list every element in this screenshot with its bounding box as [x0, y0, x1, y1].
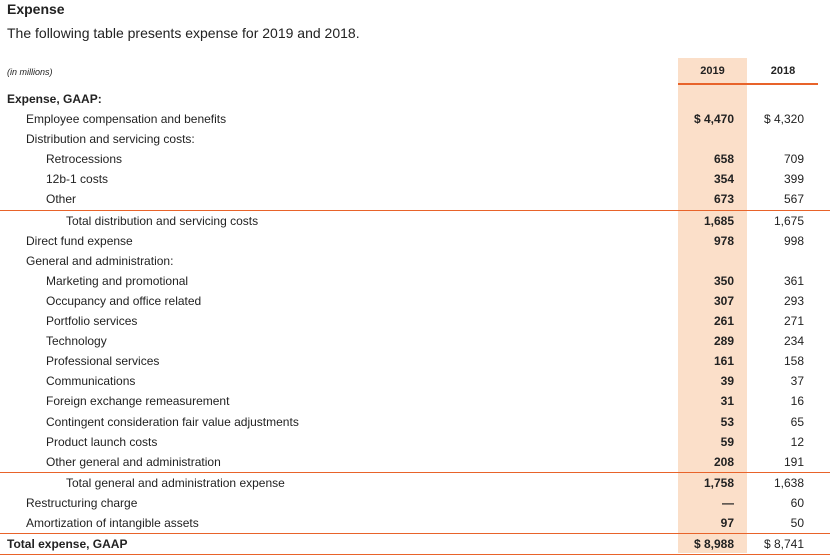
row-label: Occupancy and office related: [46, 293, 202, 308]
highlight-column-2019: [678, 58, 747, 553]
row-label: Total distribution and servicing costs: [66, 213, 259, 228]
row-label: Foreign exchange remeasurement: [46, 394, 230, 409]
row-label: Amortization of intangible assets: [26, 515, 199, 530]
row-label: Marketing and promotional: [46, 273, 189, 288]
table-row: Marketing and promotional 350 361: [0, 271, 830, 291]
row-label: Expense, GAAP:: [7, 92, 102, 106]
value-2019: 354: [713, 172, 734, 187]
value-2018: 191: [783, 454, 804, 469]
table-row: Direct fund expense 978 998: [0, 231, 830, 251]
table-row: 12b-1 costs 354 399: [0, 169, 830, 189]
table-row: General and administration:: [0, 251, 830, 271]
value-2018: 1,638: [773, 475, 804, 490]
value-2019: $ 4,470: [693, 112, 734, 127]
table-row: Expense, GAAP:: [0, 89, 830, 109]
row-label: Product launch costs: [46, 434, 158, 449]
value-2019: 161: [713, 354, 734, 369]
table-row: Other general and administration 208 191: [0, 452, 830, 472]
row-label: Other: [46, 192, 77, 207]
value-2019: 31: [720, 394, 734, 409]
value-2018: 37: [790, 374, 804, 389]
table-row: Other 673 567: [0, 189, 830, 209]
row-label: Employee compensation and benefits: [26, 112, 227, 127]
row-label: Direct fund expense: [26, 233, 133, 248]
table-row: Contingent consideration fair value adju…: [0, 412, 830, 432]
row-label: Technology: [46, 334, 107, 349]
row-label: Restructuring charge: [26, 495, 138, 510]
table-row: Communications 39 37: [0, 371, 830, 391]
section-subtitle: The following table presents expense for…: [7, 25, 360, 41]
expense-table: Expense, GAAP: Employee compensation and …: [0, 89, 830, 556]
row-label: Retrocessions: [46, 152, 123, 167]
table-row: Portfolio services 261 271: [0, 311, 830, 331]
table-row: Total distribution and servicing costs 1,…: [0, 209, 830, 231]
value-2018: 293: [783, 293, 804, 308]
value-2019: 261: [713, 314, 734, 329]
row-label: Total expense, GAAP: [7, 537, 128, 552]
value-2019: 208: [713, 454, 734, 469]
table-row: Foreign exchange remeasurement 31 16: [0, 391, 830, 411]
column-header-2019: 2019: [700, 65, 725, 77]
value-2018: $ 8,741: [763, 537, 804, 552]
row-label: Portfolio services: [46, 314, 138, 329]
row-label: Contingent consideration fair value adju…: [46, 414, 299, 429]
value-2019: 59: [720, 434, 734, 449]
value-2019: 978: [713, 233, 734, 248]
value-2018: 12: [790, 434, 804, 449]
row-label: Communications: [46, 374, 136, 389]
value-2018: 399: [783, 172, 804, 187]
value-2018: 16: [790, 394, 804, 409]
row-label: 12b-1 costs: [46, 172, 109, 187]
value-2018: 361: [783, 273, 804, 288]
value-2018: 271: [783, 314, 804, 329]
row-label: Distribution and servicing costs:: [26, 132, 195, 147]
table-row: Distribution and servicing costs:: [0, 129, 830, 149]
value-2018: 567: [783, 192, 804, 207]
value-2019: —: [722, 495, 734, 510]
value-2019: 289: [713, 334, 734, 349]
value-2019: 1,685: [703, 213, 734, 228]
value-2018: 65: [790, 414, 804, 429]
value-2019: 53: [720, 414, 734, 429]
table-row: Total expense, GAAP $ 8,988 $ 8,741: [0, 533, 830, 556]
row-label: Other general and administration: [46, 454, 221, 469]
table-row: Technology 289 234: [0, 331, 830, 351]
section-title: Expense: [7, 1, 65, 17]
table-row: Occupancy and office related 307 293: [0, 291, 830, 311]
value-2019: 673: [713, 192, 734, 207]
value-2018: 1,675: [773, 213, 804, 228]
header-rule: [678, 83, 818, 85]
value-2018: 234: [783, 334, 804, 349]
units-note: (in millions): [7, 67, 53, 77]
column-header-2018: 2018: [770, 65, 796, 77]
table-row: Professional services 161 158: [0, 351, 830, 371]
value-2019: $ 8,988: [693, 537, 734, 552]
value-2018: 709: [783, 152, 804, 167]
row-label: Total general and administration expense: [66, 475, 285, 490]
value-2018: 60: [790, 495, 804, 510]
value-2019: 1,758: [703, 475, 734, 490]
table-row: Amortization of intangible assets 97 50: [0, 513, 830, 533]
value-2018: 998: [783, 233, 804, 248]
row-label: General and administration:: [26, 253, 174, 268]
value-2018: 50: [790, 515, 804, 530]
value-2019: 658: [713, 152, 734, 167]
value-2019: 350: [713, 273, 734, 288]
table-row: Total general and administration expense…: [0, 471, 830, 493]
value-2018: 158: [783, 354, 804, 369]
value-2019: 307: [713, 293, 734, 308]
row-label: Professional services: [46, 354, 160, 369]
value-2018: $ 4,320: [763, 112, 804, 127]
table-row: Retrocessions 658 709: [0, 149, 830, 169]
table-row: Employee compensation and benefits $ 4,47…: [0, 109, 830, 129]
table-row: Product launch costs 59 12: [0, 432, 830, 452]
value-2019: 39: [720, 374, 734, 389]
value-2019: 97: [720, 515, 734, 530]
table-row: Restructuring charge — 60: [0, 493, 830, 513]
